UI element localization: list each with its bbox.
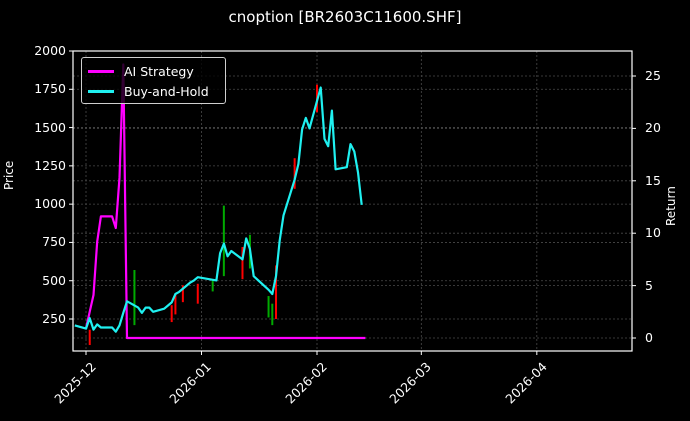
left-tick-label: 500 xyxy=(42,272,66,288)
right-tick-label: 25 xyxy=(645,68,661,83)
legend: AI Strategy Buy-and-Hold xyxy=(81,57,226,104)
buy-and-hold-line xyxy=(74,86,363,333)
legend-item-buy-and-hold: Buy-and-Hold xyxy=(88,83,209,99)
left-tick-label: 1250 xyxy=(34,157,66,173)
left-tick-label: 2000 xyxy=(34,43,66,58)
left-tick-label: 750 xyxy=(42,234,66,250)
left-tick-label: 250 xyxy=(42,311,66,326)
right-tick-label: 20 xyxy=(645,120,661,136)
left-tick-label: 1500 xyxy=(34,119,66,135)
right-tick-label: 15 xyxy=(645,172,661,188)
right-tick-label: 5 xyxy=(645,277,653,293)
legend-swatch-cyan xyxy=(88,89,114,93)
left-tick-label: 1000 xyxy=(34,196,66,212)
y-axis-label-price: Price xyxy=(2,160,16,190)
ai-strategy-line xyxy=(84,63,366,340)
legend-label: Buy-and-Hold xyxy=(124,83,209,99)
legend-label: AI Strategy xyxy=(124,63,194,79)
legend-item-ai-strategy: AI Strategy xyxy=(88,63,194,79)
y-axis-label-return: Return xyxy=(664,186,678,226)
right-tick-label: 10 xyxy=(645,225,661,241)
plot-frame xyxy=(72,50,633,352)
chart-title: cnoption [BR2603C11600.SHF] xyxy=(228,8,462,26)
legend-swatch-magenta xyxy=(88,69,114,73)
right-tick-label: 0 xyxy=(645,330,653,345)
left-tick-label: 1750 xyxy=(34,81,66,97)
